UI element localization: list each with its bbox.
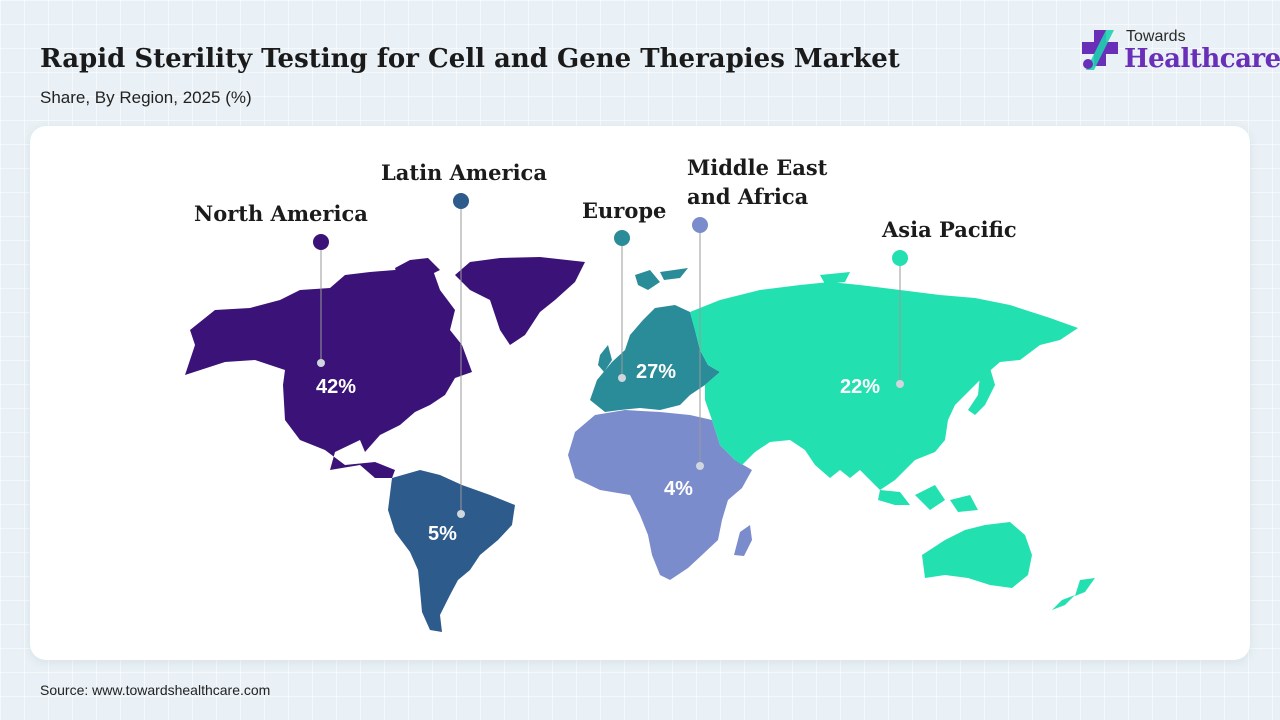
marker-latin-america: [453, 193, 469, 209]
region-asia-pacific: [690, 272, 1095, 610]
label-north-america: North America: [194, 201, 368, 226]
region-latin-america: [388, 470, 515, 632]
share-asia-pacific: 22%: [840, 376, 880, 398]
svalbard-shape: [635, 268, 688, 290]
cross-logo-icon: [1082, 30, 1118, 70]
arctic-asia-islands-shape: [740, 272, 850, 305]
region-europe: [590, 268, 720, 412]
europe-shape: [590, 305, 720, 412]
share-middle-east-africa: 4%: [664, 478, 693, 500]
source-note: Source: www.towardshealthcare.com: [40, 682, 271, 698]
uk-shape: [598, 345, 612, 372]
southeast-asia-islands-shape: [878, 485, 978, 512]
australia-shape: [922, 522, 1032, 588]
japan-shape: [968, 368, 995, 415]
marker-north-america: [313, 234, 329, 250]
anchor-north-america: [317, 359, 325, 367]
share-europe: 27%: [636, 361, 676, 383]
anchor-middle-east-africa: [696, 462, 704, 470]
anchor-asia-pacific: [896, 380, 904, 388]
label-europe: Europe: [582, 198, 666, 223]
arctic-islands-shape: [360, 258, 440, 296]
anchor-dots: [317, 359, 904, 518]
brand-logo: Towards Healthcare: [1080, 28, 1280, 78]
region-middle-east-africa: [568, 410, 752, 580]
greenland-shape: [455, 257, 585, 345]
madagascar-shape: [734, 525, 752, 556]
logo-text-top: Towards: [1126, 28, 1186, 45]
anchor-europe: [618, 374, 626, 382]
leader-lines: [320, 201, 901, 514]
page-subtitle: Share, By Region, 2025 (%): [40, 88, 252, 107]
anchor-latin-america: [457, 510, 465, 518]
label-middle-east-africa: Middle East and Africa: [687, 155, 835, 209]
africa-shape: [568, 410, 752, 580]
north-america-shape: [185, 262, 472, 478]
share-latin-america: 5%: [428, 523, 457, 545]
share-north-america: 42%: [316, 376, 356, 398]
label-latin-america: Latin America: [381, 160, 547, 185]
region-north-america: [185, 257, 585, 478]
marker-europe: [614, 230, 630, 246]
label-asia-pacific: Asia Pacific: [881, 217, 1017, 242]
page-title: Rapid Sterility Testing for Cell and Gen…: [40, 44, 900, 74]
new-zealand-shape: [1052, 578, 1095, 610]
asia-shape: [690, 282, 1078, 490]
marker-middle-east-africa: [692, 217, 708, 233]
logo-text-main: Healthcare: [1124, 44, 1280, 74]
marker-asia-pacific: [892, 250, 908, 266]
